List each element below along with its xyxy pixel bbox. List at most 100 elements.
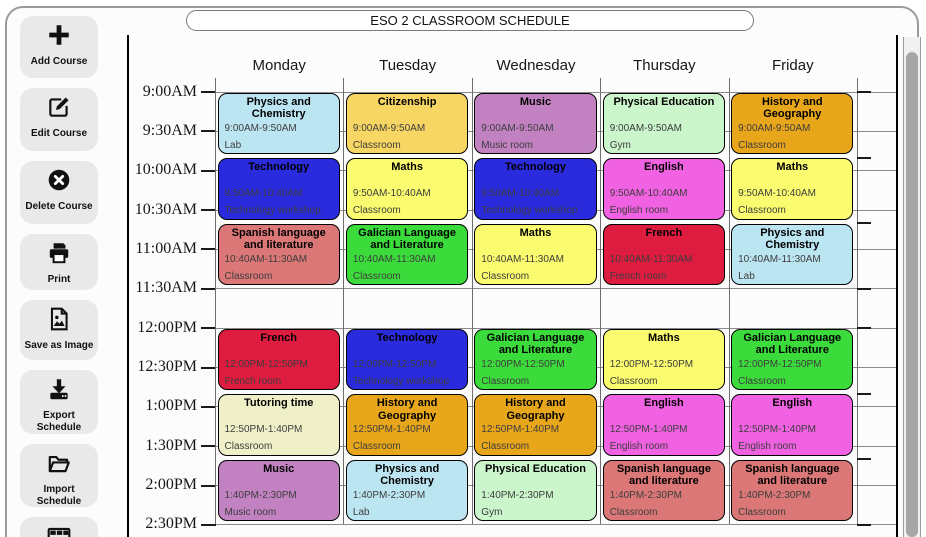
course-time: 10:40AM-11:30AM <box>224 253 308 265</box>
course-block[interactable]: Spanish language and literature 1:40PM-2:… <box>731 459 854 522</box>
course-block[interactable]: History and Geography 9:00AM-9:50AM Classr… <box>731 92 854 155</box>
course-time: 12:50PM-1:40PM <box>609 424 688 436</box>
course-room: Classroom <box>481 441 530 453</box>
delete-course-button[interactable]: Delete Course <box>20 161 98 224</box>
delete-icon <box>46 167 72 198</box>
save-as-image-label: Save as Image <box>24 340 94 351</box>
course-title: History and Geography <box>762 95 823 120</box>
course-block[interactable]: English 9:50AM-10:40AM English room <box>602 158 726 220</box>
course-block[interactable]: Maths 12:00PM-12:50PM Classroom <box>602 328 726 391</box>
course-room: Classroom <box>609 506 658 518</box>
canvas-right-border <box>896 35 898 537</box>
import-schedule-button[interactable]: Import Schedule <box>20 444 98 507</box>
course-block[interactable]: Music 1:40PM-2:30PM Music room <box>217 459 340 522</box>
course-time: 9:50AM-10:40AM <box>738 188 816 200</box>
course-time: 1:40PM-2:30PM <box>481 489 554 501</box>
course-block[interactable]: Physics and Chemistry 10:40AM-11:30AM Lab <box>731 223 854 286</box>
course-block[interactable]: Maths 9:50AM-10:40AM Classroom <box>345 158 469 220</box>
course-time: 9:50AM-10:40AM <box>224 188 303 200</box>
course-time: 10:40AM-11:30AM <box>481 253 564 265</box>
course-title: Physical Education <box>613 95 715 108</box>
gridline-vertical <box>728 78 730 525</box>
course-title: English <box>644 161 684 174</box>
course-block[interactable]: English 12:50PM-1:40PM English room <box>731 394 854 456</box>
time-label: 11:30AM <box>135 279 197 297</box>
course-time: 9:50AM-10:40AM <box>352 188 431 200</box>
course-room: Lab <box>224 139 242 151</box>
course-time: 9:00AM-9:50AM <box>738 122 811 134</box>
course-room: Classroom <box>609 375 658 387</box>
course-block[interactable]: Galician Language and Literature 10:40AM-… <box>345 223 469 286</box>
import-schedule-label: Import Schedule <box>36 484 82 507</box>
course-block[interactable]: English 12:50PM-1:40PM English room <box>602 394 726 456</box>
gridline-vertical <box>600 78 602 525</box>
course-block[interactable]: Maths 9:50AM-10:40AM Classroom <box>731 158 854 220</box>
course-block[interactable]: History and Geography 12:50PM-1:40PM Class… <box>345 394 469 456</box>
new-schedule-button[interactable] <box>20 517 98 537</box>
time-tick-right <box>857 392 871 395</box>
canvas-left-border <box>127 35 129 537</box>
course-block[interactable]: Technology 9:50AM-10:40AM Technology works… <box>217 158 340 220</box>
course-title: Galician Language and Literature <box>486 331 585 356</box>
course-room: Lab <box>352 506 370 518</box>
day-header: Thursday <box>633 57 696 74</box>
gridline-horizontal <box>215 524 896 526</box>
course-time: 9:50AM-10:40AM <box>481 188 560 200</box>
course-title: Galician Language and Literature <box>743 331 842 356</box>
course-block[interactable]: French 12:00PM-12:50PM French room <box>217 328 340 391</box>
course-title: French <box>645 226 683 239</box>
course-room: Technology workshop <box>224 205 321 217</box>
course-block[interactable]: Spanish language and literature 10:40AM-1… <box>217 223 340 286</box>
course-block[interactable]: Physics and Chemistry 9:00AM-9:50AM Lab <box>217 92 340 155</box>
edit-course-button[interactable]: Edit Course <box>20 88 98 151</box>
export-schedule-button[interactable]: Export Schedule <box>20 370 98 434</box>
course-block[interactable]: Galician Language and Literature 12:00PM-… <box>474 328 597 391</box>
course-block[interactable]: Citizenship 9:00AM-9:50AM Classroom <box>345 92 469 155</box>
course-block[interactable]: Physical Education 1:40PM-2:30PM Gym <box>474 459 597 522</box>
course-time: 1:40PM-2:30PM <box>738 489 811 501</box>
time-tick-left <box>201 366 216 369</box>
course-title: Spanish language and literature <box>616 462 711 488</box>
course-time: 10:40AM-11:30AM <box>609 253 693 265</box>
course-room: Lab <box>738 270 755 282</box>
print-button[interactable]: Print <box>20 234 98 290</box>
course-room: Classroom <box>738 205 786 217</box>
course-block[interactable]: Technology 9:50AM-10:40AM Technology works… <box>474 158 597 220</box>
gridline-horizontal <box>215 288 896 290</box>
course-room: English room <box>609 441 669 453</box>
schedule-title-input[interactable] <box>186 10 754 31</box>
course-time: 1:40PM-2:30PM <box>224 489 297 501</box>
course-time: 1:40PM-2:30PM <box>609 489 682 501</box>
save-as-image-button[interactable]: Save as Image <box>20 300 98 360</box>
course-title: Technology <box>248 161 310 174</box>
course-block[interactable]: Maths 10:40AM-11:30AM Classroom <box>474 223 597 286</box>
course-title: Maths <box>391 161 423 174</box>
course-time: 12:50PM-1:40PM <box>224 424 303 436</box>
course-block[interactable]: French 10:40AM-11:30AM French room <box>602 223 726 286</box>
vertical-scrollbar-thumb[interactable] <box>906 52 918 537</box>
course-title: Galician Language and Literature <box>358 226 456 251</box>
time-label: 10:30AM <box>134 200 197 218</box>
course-block[interactable]: History and Geography 12:50PM-1:40PM Class… <box>474 394 597 456</box>
course-block[interactable]: Physical Education 9:00AM-9:50AM Gym <box>602 92 726 155</box>
course-time: 9:00AM-9:50AM <box>224 122 297 134</box>
course-block[interactable]: Spanish language and literature 1:40PM-2:… <box>602 459 726 522</box>
add-course-label: Add Course <box>30 56 88 67</box>
course-time: 9:00AM-9:50AM <box>352 122 426 134</box>
course-block[interactable]: Technology 12:00PM-12:50PM Technology work… <box>345 328 469 391</box>
gridline-horizontal <box>215 327 896 329</box>
course-block[interactable]: Tutoring time 12:50PM-1:40PM Classroom <box>217 394 340 456</box>
course-time: 12:00PM-12:50PM <box>224 358 308 370</box>
course-block[interactable]: Physics and Chemistry 1:40PM-2:30PM Lab <box>345 459 469 522</box>
gridline-vertical <box>471 78 473 525</box>
add-course-button[interactable]: Add Course <box>20 16 98 78</box>
course-block[interactable]: Galician Language and Literature 12:00PM-… <box>731 328 854 391</box>
course-block[interactable]: Music 9:00AM-9:50AM Music room <box>474 92 597 155</box>
time-tick-left <box>201 248 216 251</box>
course-time: 12:00PM-12:50PM <box>481 358 565 370</box>
course-title: Physics and Chemistry <box>246 95 311 120</box>
course-title: Music <box>519 95 552 108</box>
gridline-vertical <box>857 78 858 525</box>
time-tick-left <box>201 405 216 408</box>
